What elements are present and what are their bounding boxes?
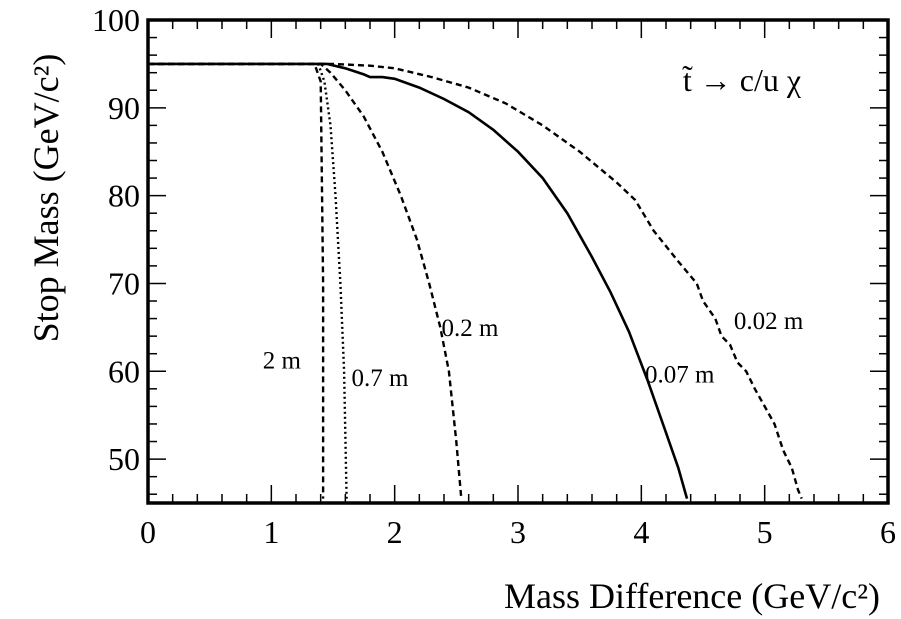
curve-label: 0.07 m	[645, 362, 715, 389]
y-tick-label: 80	[108, 178, 140, 214]
curve-0-02-m	[148, 62, 803, 500]
curve-0-07-m	[148, 62, 689, 499]
plot-frame	[146, 18, 890, 505]
x-tick-label: 0	[140, 514, 156, 550]
y-tick-label: 100	[92, 2, 140, 38]
y-tick-label: 70	[108, 265, 140, 301]
x-tick-label: 5	[757, 514, 773, 550]
x-tick-label: 1	[263, 514, 279, 550]
curve-label: 2 m	[263, 348, 302, 375]
curve-label: 0.7 m	[352, 365, 410, 392]
curves	[148, 62, 803, 500]
axis-tick-labels: 0 1 2 3 4 5 6 50 60 70 80 90 100	[92, 2, 896, 550]
curve-labels: 2 m 0.7 m 0.2 m 0.07 m 0.02 m	[263, 308, 804, 392]
curve-2-m	[148, 62, 325, 499]
y-tick-label: 90	[108, 90, 140, 126]
x-axis-title: Mass Difference (GeV/c²)	[504, 576, 880, 616]
y-tick-label: 50	[108, 441, 140, 477]
x-tick-label: 6	[880, 514, 896, 550]
x-tick-label: 3	[510, 514, 526, 550]
process-label: t̃ → c/u χ	[682, 62, 802, 98]
y-tick-label: 60	[108, 353, 140, 389]
x-tick-label: 4	[633, 514, 649, 550]
curve-0-7-m	[148, 62, 348, 499]
curve-0-2-m	[148, 62, 463, 499]
curve-label: 0.02 m	[734, 308, 804, 335]
curve-label: 0.2 m	[442, 315, 500, 342]
x-tick-label: 2	[387, 514, 403, 550]
y-axis-title: Stop Mass (GeV/c²)	[26, 54, 66, 343]
